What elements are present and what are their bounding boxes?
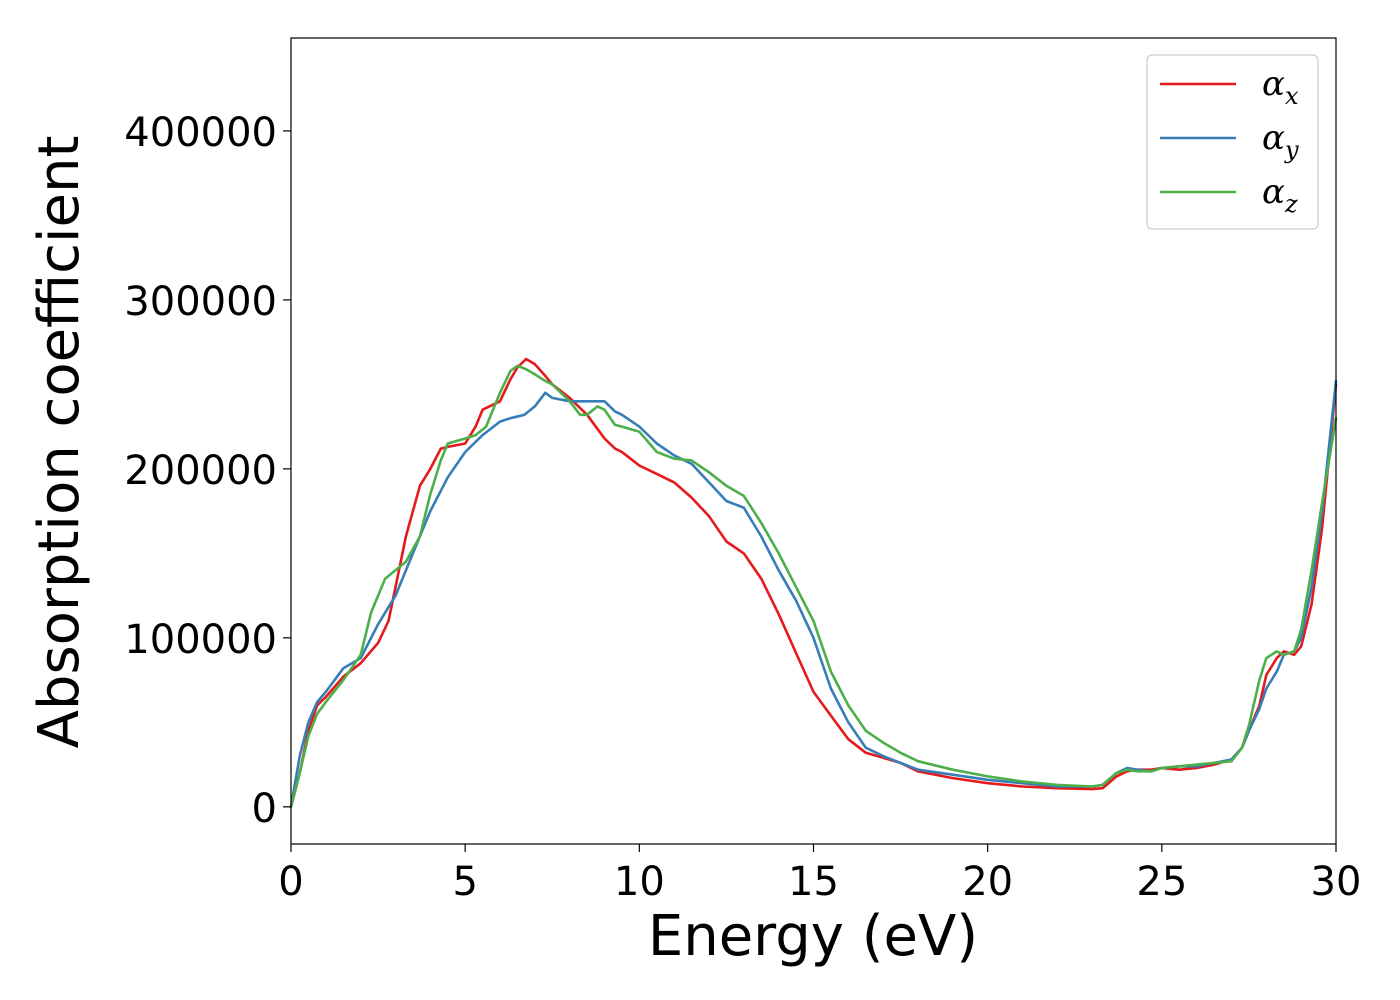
legend-label-z: αz bbox=[1262, 172, 1298, 218]
x-tick-label: 0 bbox=[278, 859, 303, 905]
x-tick-label: 20 bbox=[962, 859, 1013, 905]
y-axis-ticks: 0 100000 200000 300000 400000 bbox=[124, 110, 291, 832]
plot-lines bbox=[289, 357, 1338, 809]
x-tick-label: 30 bbox=[1311, 859, 1362, 905]
y-tick-label: 300000 bbox=[124, 279, 277, 325]
series-line-y bbox=[289, 379, 1338, 809]
legend-label-y: αy bbox=[1262, 118, 1299, 164]
x-tick-label: 25 bbox=[1136, 859, 1187, 905]
legend-label-x: αx bbox=[1262, 64, 1299, 110]
x-tick-label: 10 bbox=[614, 859, 665, 905]
x-tick-label: 15 bbox=[788, 859, 839, 905]
legend-frame bbox=[1146, 54, 1319, 230]
y-tick-label: 200000 bbox=[124, 448, 277, 494]
x-tick-label: 5 bbox=[452, 859, 477, 905]
legend: αx αy αz bbox=[1146, 54, 1319, 230]
x-axis-ticks: 0 5 10 15 20 25 30 bbox=[278, 844, 1361, 905]
series-line-z bbox=[289, 364, 1338, 809]
series-line-x bbox=[289, 357, 1338, 809]
y-tick-label: 100000 bbox=[124, 617, 277, 663]
y-tick-label: 400000 bbox=[124, 110, 277, 156]
y-tick-label: 0 bbox=[252, 786, 277, 832]
y-axis-label: Absorption coefficient bbox=[27, 136, 92, 749]
x-axis-label: Energy (eV) bbox=[648, 904, 978, 969]
